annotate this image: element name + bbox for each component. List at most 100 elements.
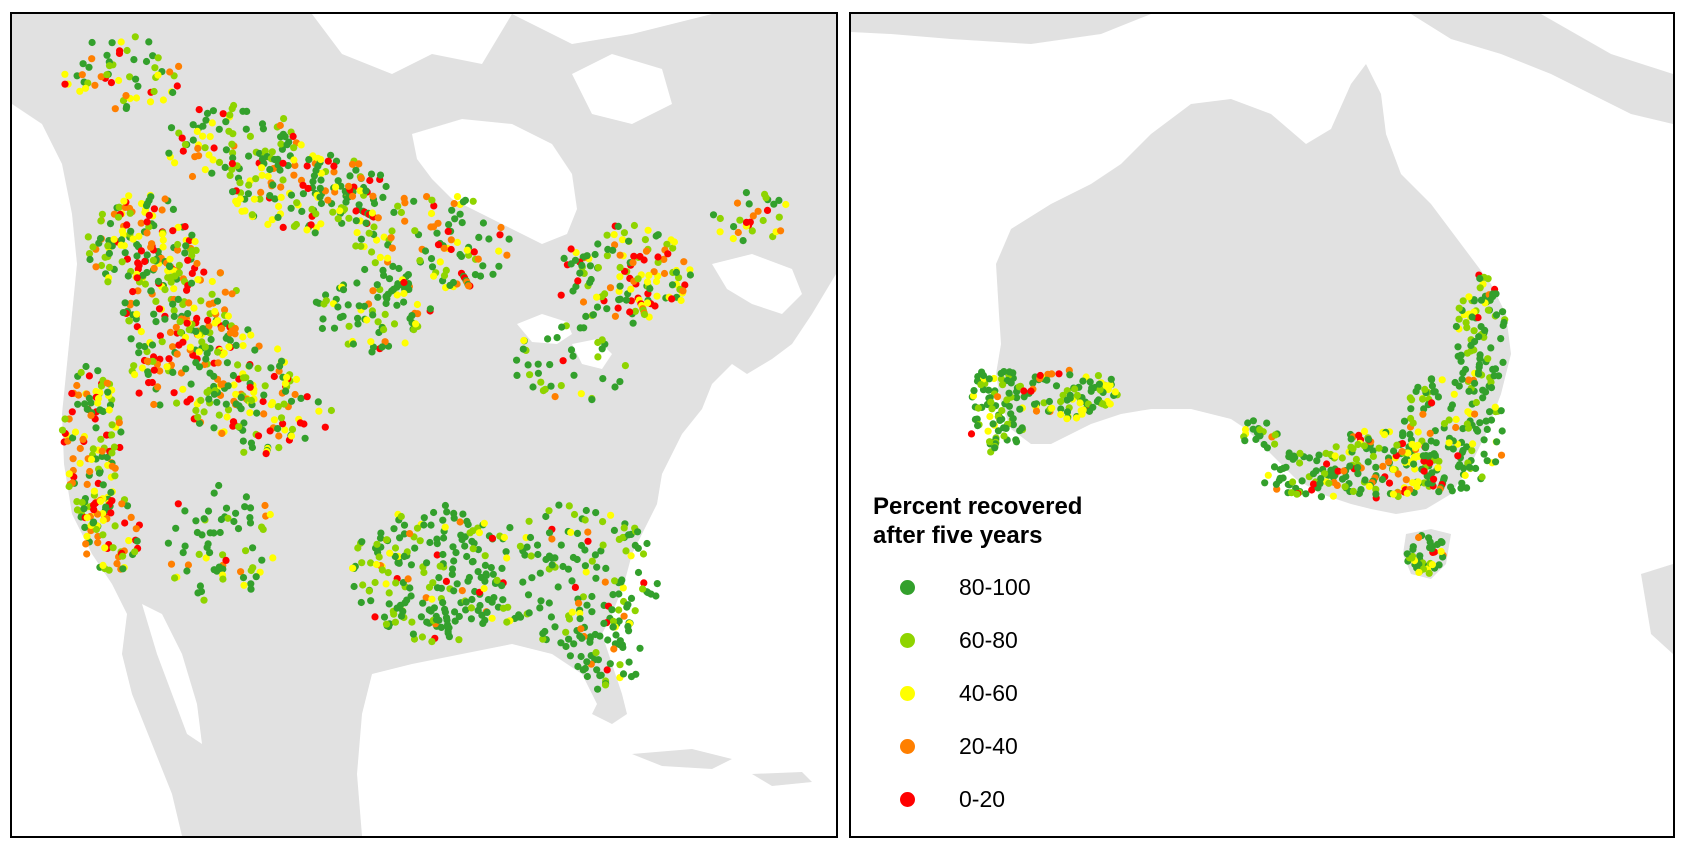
fire-point [610, 526, 619, 535]
fire-point [83, 550, 91, 558]
fire-point [357, 235, 365, 243]
fire-point [253, 409, 261, 417]
fire-point [229, 188, 237, 196]
fire-point [411, 227, 419, 235]
fire-point [239, 437, 247, 445]
fire-point [145, 211, 153, 219]
fire-point [594, 685, 602, 693]
fire-point [122, 104, 130, 112]
fire-point [589, 311, 598, 319]
fire-point [468, 537, 476, 545]
fire-point [1416, 552, 1424, 560]
fire-point [379, 193, 387, 201]
fire-point [594, 656, 603, 664]
fire-point [503, 554, 511, 562]
fire-point [1483, 425, 1491, 433]
fire-point [1312, 467, 1320, 475]
fire-point [1305, 454, 1314, 462]
fire-point [247, 580, 255, 588]
fire-point [301, 434, 309, 442]
fire-point [599, 375, 607, 383]
fire-point [179, 549, 187, 557]
fire-point [154, 71, 162, 79]
fire-point [208, 119, 216, 127]
fire-point [221, 288, 229, 296]
fire-point [179, 385, 187, 393]
fire-point [609, 623, 617, 631]
fire-point [1406, 430, 1414, 438]
fire-point [171, 159, 179, 167]
fire-point [155, 305, 164, 313]
fire-point [555, 501, 563, 509]
fire-point [219, 551, 227, 559]
fire-point [568, 608, 577, 616]
fire-point [1289, 478, 1297, 486]
fire-point [447, 245, 455, 254]
fire-point [170, 306, 178, 315]
fire-point [167, 560, 176, 568]
north-america-map [12, 14, 836, 836]
fire-point [224, 312, 232, 320]
fire-point [266, 510, 274, 519]
fire-point [137, 219, 145, 227]
fire-point [488, 534, 496, 542]
fire-point [1057, 410, 1065, 419]
fire-point [1298, 477, 1306, 485]
fire-point [596, 632, 604, 640]
fire-point [349, 564, 357, 572]
fire-point [248, 211, 256, 219]
fire-point [239, 574, 248, 582]
fire-point [143, 357, 151, 365]
fire-point [1412, 387, 1420, 395]
fire-point [1249, 417, 1257, 425]
fire-point [1487, 378, 1495, 386]
fire-point [1308, 486, 1316, 494]
fire-point [1447, 483, 1455, 491]
fire-point [258, 171, 266, 179]
fire-point [176, 318, 184, 326]
fire-point [165, 355, 173, 363]
fire-point [487, 564, 495, 572]
fire-point [1411, 444, 1419, 452]
fire-point [204, 316, 212, 324]
fire-point [374, 318, 382, 326]
fire-point [124, 272, 132, 280]
fire-point [383, 536, 391, 544]
fire-point [433, 535, 441, 543]
legend-item: 60-80 [873, 615, 1173, 668]
fire-point [345, 214, 353, 222]
fire-point [68, 408, 76, 416]
fire-point [430, 508, 438, 517]
fire-point [195, 106, 203, 114]
fire-point [184, 310, 192, 318]
fire-point [567, 245, 575, 253]
new-guinea-land [1411, 14, 1673, 124]
fire-point [591, 250, 599, 259]
fire-point [215, 158, 224, 166]
fire-point [1486, 408, 1494, 416]
fire-point [170, 389, 178, 397]
fire-point [1475, 333, 1483, 341]
fire-point [1003, 376, 1011, 385]
fire-point [133, 310, 141, 318]
fire-point [229, 130, 237, 138]
fire-point [397, 512, 405, 521]
fire-point [988, 405, 996, 413]
fire-point [169, 88, 177, 97]
fire-point [387, 234, 395, 242]
fire-point [433, 229, 441, 237]
fire-point [397, 208, 405, 217]
fire-point [1440, 420, 1449, 428]
fire-point [428, 595, 436, 603]
fire-point [122, 92, 130, 100]
fire-point [269, 554, 277, 562]
fire-point [1477, 296, 1485, 304]
fire-point [1342, 473, 1350, 481]
fire-point [1005, 368, 1014, 376]
fire-point [194, 413, 202, 421]
fire-point [175, 269, 183, 277]
fire-point [539, 635, 547, 643]
fire-point [577, 625, 585, 633]
fire-point [137, 247, 145, 255]
fire-point [400, 530, 408, 538]
